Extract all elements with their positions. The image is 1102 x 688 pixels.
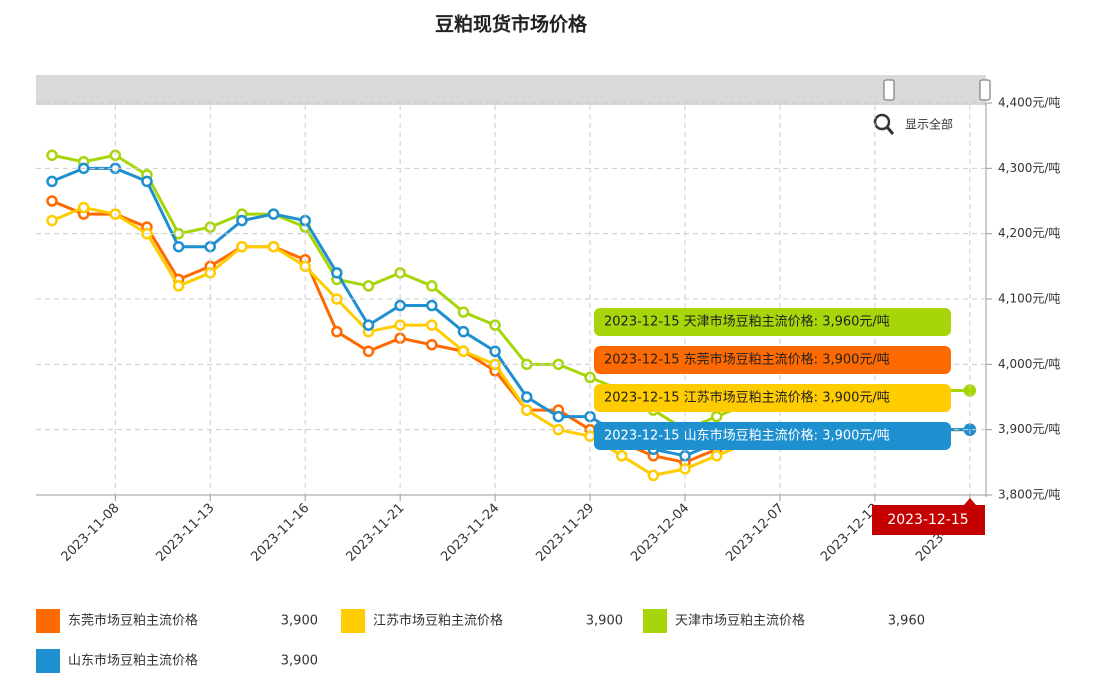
crosshair-label: 2023-12-15 [887,512,968,528]
tooltip-text: 2023-12-15 江苏市场豆粕主流价格: 3,900元/吨 [604,390,890,406]
tooltip-box [594,384,951,412]
tooltip-box [594,422,951,450]
data-point [267,208,280,220]
y-tick-label: 4,400元/吨 [998,96,1060,110]
x-tick-label: 2023-11-29 [533,501,597,565]
y-tick-label: 3,800元/吨 [998,488,1060,502]
data-point [46,214,58,227]
data-point [77,201,90,214]
reset-zoom-text: 显示全部 [905,117,953,132]
reset-zoom[interactable]: 显示全部 [873,113,953,135]
data-point [46,149,58,162]
data-point [426,299,438,312]
legend-label: 江苏市场豆粕主流价格 [373,613,503,629]
data-point [46,175,58,188]
legend-label: 东莞市场豆粕主流价格 [68,613,198,629]
data-point [710,410,723,423]
data-point [615,450,628,462]
y-tick-label: 4,000元/吨 [998,357,1060,371]
legend-label: 天津市场豆粕主流价格 [675,613,805,629]
y-tick-label: 4,100元/吨 [998,292,1060,306]
slider-handle[interactable] [883,79,895,101]
x-tick-label: 2023-12-04 [628,501,692,565]
data-point [457,325,470,338]
legend-swatch [36,649,60,673]
data-point [236,214,248,227]
data-point [362,345,375,358]
x-tick-label: 2023-12-07 [723,501,787,565]
data-point [236,240,248,253]
x-tick-label: 2023-11-08 [59,501,123,565]
data-point [172,240,185,253]
data-point [426,338,438,351]
data-point [46,195,58,207]
tooltip-box [594,346,951,374]
y-tick-label: 4,300元/吨 [998,161,1060,175]
data-point [647,469,660,482]
data-point [267,240,280,253]
x-tick-label: 2023-11-24 [438,501,502,565]
legend-swatch [36,609,60,633]
data-point [457,345,470,358]
y-tick-label: 3,900元/吨 [998,422,1060,436]
legend-swatch [643,609,667,633]
data-point [457,306,470,318]
data-point [362,280,375,292]
data-point [552,410,565,423]
zoom-slider[interactable] [36,75,986,105]
data-point [710,450,723,462]
data-point [426,280,438,292]
data-point [362,319,375,331]
zoom-icon [873,113,891,131]
crosshair-label-box [872,498,985,535]
data-point [172,280,185,292]
x-tick-label: 2023-11-13 [154,501,218,565]
data-point [141,175,153,188]
data-point [521,391,533,403]
legend-value: 3,900 [586,614,623,629]
tooltip-text: 2023-12-15 天津市场豆粕主流价格: 3,960元/吨 [604,314,890,330]
x-tick-label: 2023-11-21 [343,501,407,565]
data-point [331,325,343,338]
legend-label: 山东市场豆粕主流价格 [68,653,198,669]
x-tick-label: 2023-11-16 [248,501,312,565]
legend-value: 3,900 [281,614,318,629]
chart-title: 豆粕现货市场价格 [435,13,588,36]
tooltip-text: 2023-12-15 山东市场豆粕主流价格: 3,900元/吨 [604,428,890,444]
slider-handle[interactable] [979,79,991,101]
tooltip-text: 2023-12-15 东莞市场豆粕主流价格: 3,900元/吨 [604,352,890,368]
data-point [426,319,438,331]
zoom-icon [885,126,895,135]
y-tick-label: 4,200元/吨 [998,226,1060,240]
legend-swatch [341,609,365,633]
tooltip-box [594,308,951,336]
data-point [331,267,343,279]
legend-value: 3,900 [281,654,318,669]
data-point [521,404,533,416]
legend-value: 3,960 [888,614,925,629]
